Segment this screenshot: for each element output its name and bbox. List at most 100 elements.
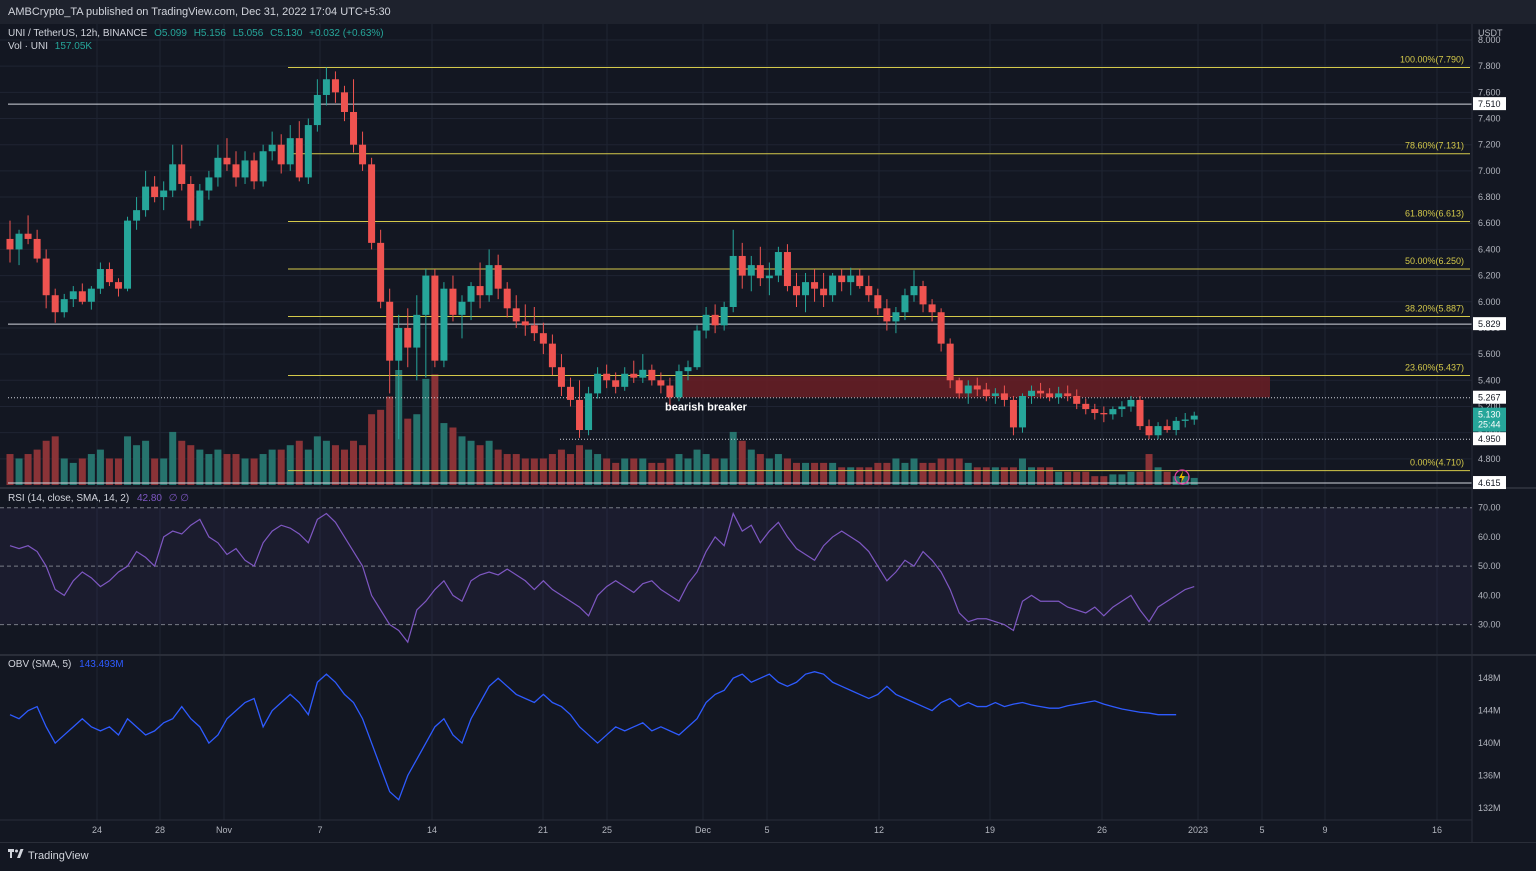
time-tick-label: 26 [1097, 825, 1107, 835]
volume-bar [467, 440, 475, 485]
time-tick-label: 12 [874, 825, 884, 835]
candle-body [892, 312, 900, 322]
volume-bar [883, 462, 891, 485]
volume-bar [494, 449, 502, 485]
time-axis[interactable]: 24 28 Nov 7 14 21 25 Dec 5 12 19 26 2023 5 9 16 [92, 825, 1442, 835]
candle-body [576, 399, 584, 431]
symbol-legend[interactable]: UNI / TetherUS, 12h, BINANCE O5.099 H5.1… [8, 28, 384, 39]
ohlc-low: L5.056 [233, 28, 264, 39]
volume-bar [286, 445, 294, 485]
price-tick-label: 6.400 [1478, 244, 1501, 254]
candle-body [142, 186, 150, 211]
volume-bar [78, 458, 86, 485]
chart-area[interactable]: 100.00%(7.790) 78.60%(7.131) 61.80%(6.613)… [0, 24, 1536, 842]
volume-bar [169, 431, 177, 485]
level-price-text: 7.510 [1478, 99, 1501, 109]
candle-body [612, 380, 620, 387]
volume-bar [829, 462, 837, 485]
volume-bar [1154, 467, 1162, 485]
rsi-axis[interactable]: 70.00 60.00 50.00 40.00 30.00 [1478, 503, 1501, 630]
volume-bar [340, 449, 348, 485]
candle-body [1172, 420, 1180, 431]
price-tick-label: 8.000 [1478, 35, 1501, 45]
candle-body [431, 275, 439, 361]
volume-bar [738, 440, 746, 485]
volume-bar [1091, 476, 1099, 485]
volume-bar [1018, 458, 1026, 485]
volume-bar [1055, 471, 1063, 485]
candle-body [811, 282, 819, 289]
candle-body [594, 373, 602, 394]
fib-label: 38.20%(5.887) [1405, 304, 1464, 314]
volume-bar [485, 440, 493, 485]
obv-legend[interactable]: OBV (SMA, 5) 143.493M [8, 659, 124, 670]
candle-body [919, 286, 927, 305]
volume-legend[interactable]: Vol · UNI 157.05K [8, 41, 92, 52]
price-tick-label: 5.600 [1478, 349, 1501, 359]
volume-bar [15, 458, 23, 485]
candle-body [1163, 426, 1171, 431]
time-tick-label: Nov [216, 825, 233, 835]
candle-body [196, 190, 204, 221]
price-axis[interactable]: 8.000 7.800 7.600 7.400 7.200 7.000 6.800 6.600… [1478, 35, 1501, 464]
footer-bar [0, 842, 1536, 871]
time-tick-label: 21 [538, 825, 548, 835]
ohlc-close: C5.130 [270, 28, 303, 39]
candle-body [539, 333, 547, 344]
candle-body [33, 238, 41, 259]
volume-bar [521, 458, 529, 485]
candle-body [133, 210, 141, 221]
volume-bar [937, 458, 945, 485]
volume-bar [331, 445, 339, 485]
candle-body [1073, 396, 1081, 404]
price-tick-label: 7.200 [1478, 140, 1501, 150]
candle-body [955, 380, 963, 394]
volume-bar [142, 440, 150, 485]
obv-axis[interactable]: 148M 144M 140M 136M 132M [1478, 673, 1501, 813]
rsi-tick-label: 70.00 [1478, 503, 1501, 513]
candle-body [856, 275, 864, 287]
candle-body [368, 164, 376, 243]
volume-bar [268, 449, 276, 485]
tradingview-logo-text: TradingView [28, 849, 89, 862]
candle-body [232, 164, 240, 178]
grid-lines [0, 24, 1472, 820]
volume-bar [919, 462, 927, 485]
candle-body [286, 138, 294, 165]
lightning-icon[interactable] [1174, 469, 1190, 485]
horizontal-levels [8, 103, 1472, 484]
volume-bar [96, 449, 104, 485]
volume-bar [449, 427, 457, 485]
volume-bar [856, 467, 864, 485]
candle-body [223, 157, 231, 165]
volume-bar [783, 458, 791, 485]
candle-body [720, 307, 728, 326]
publish-info: AMBCrypto_TA published on TradingView.co… [8, 6, 391, 18]
price-tick-label: 6.000 [1478, 297, 1501, 307]
candle-body [340, 92, 348, 112]
price-tick-label: 7.400 [1478, 114, 1501, 124]
zone-label: bearish breaker [665, 401, 748, 413]
candle-body [928, 304, 936, 313]
candle-body [756, 265, 764, 279]
volume-bar [476, 445, 484, 485]
candle-body [160, 190, 168, 198]
obv-value: 143.493M [79, 659, 123, 670]
volume-bar [214, 449, 222, 485]
candle-body [747, 265, 755, 276]
candle-body [476, 286, 484, 296]
tradingview-logo[interactable]: TradingView [8, 849, 89, 862]
candle-body [51, 295, 59, 313]
volume-bar [792, 462, 800, 485]
candle-body [124, 220, 132, 289]
candle-body [6, 238, 14, 250]
candle-body [883, 308, 891, 322]
time-tick-label: 19 [985, 825, 995, 835]
candle-body [937, 312, 945, 344]
volume-bar [1100, 476, 1108, 485]
volume-bar [910, 458, 918, 485]
rsi-legend[interactable]: RSI (14, close, SMA, 14, 2) 42.80 ∅ ∅ [8, 493, 189, 504]
candle-body [729, 255, 737, 307]
candle-body [774, 252, 782, 276]
